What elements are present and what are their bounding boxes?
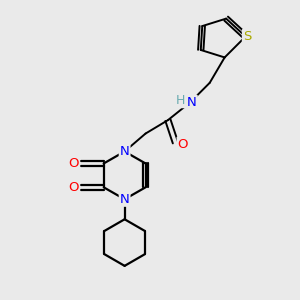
Text: O: O <box>69 181 79 194</box>
Text: N: N <box>120 145 130 158</box>
Text: S: S <box>243 30 251 43</box>
Text: H: H <box>176 94 185 107</box>
Text: N: N <box>187 96 197 109</box>
Text: N: N <box>120 193 130 206</box>
Text: O: O <box>69 157 79 170</box>
Text: O: O <box>178 137 188 151</box>
